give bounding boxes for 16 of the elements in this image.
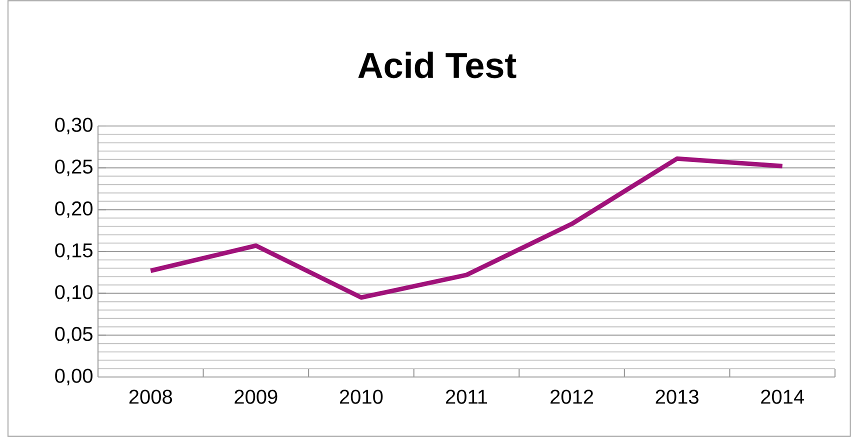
y-tick-label: 0,15 <box>55 243 92 260</box>
x-tick-label: 2014 <box>761 390 804 404</box>
x-tick-label: 2010 <box>340 390 383 404</box>
line-series <box>148 156 785 300</box>
x-tick-label: 2012 <box>550 390 594 404</box>
y-tick-label: 0,20 <box>55 201 92 218</box>
y-tick-label: 0,30 <box>55 118 92 134</box>
x-tick-label: 2009 <box>234 390 278 404</box>
x-tick-label: 2011 <box>446 390 488 404</box>
y-tick-label: 0,05 <box>55 326 92 344</box>
y-tick-label: 0,00 <box>55 368 92 386</box>
y-tick-label: 0,25 <box>55 160 92 176</box>
x-tick-label: 2013 <box>656 390 698 404</box>
chart-title: Acid Test <box>358 52 516 78</box>
y-tick-label: 0,10 <box>55 285 92 302</box>
x-tick-label: 2008 <box>129 390 172 404</box>
